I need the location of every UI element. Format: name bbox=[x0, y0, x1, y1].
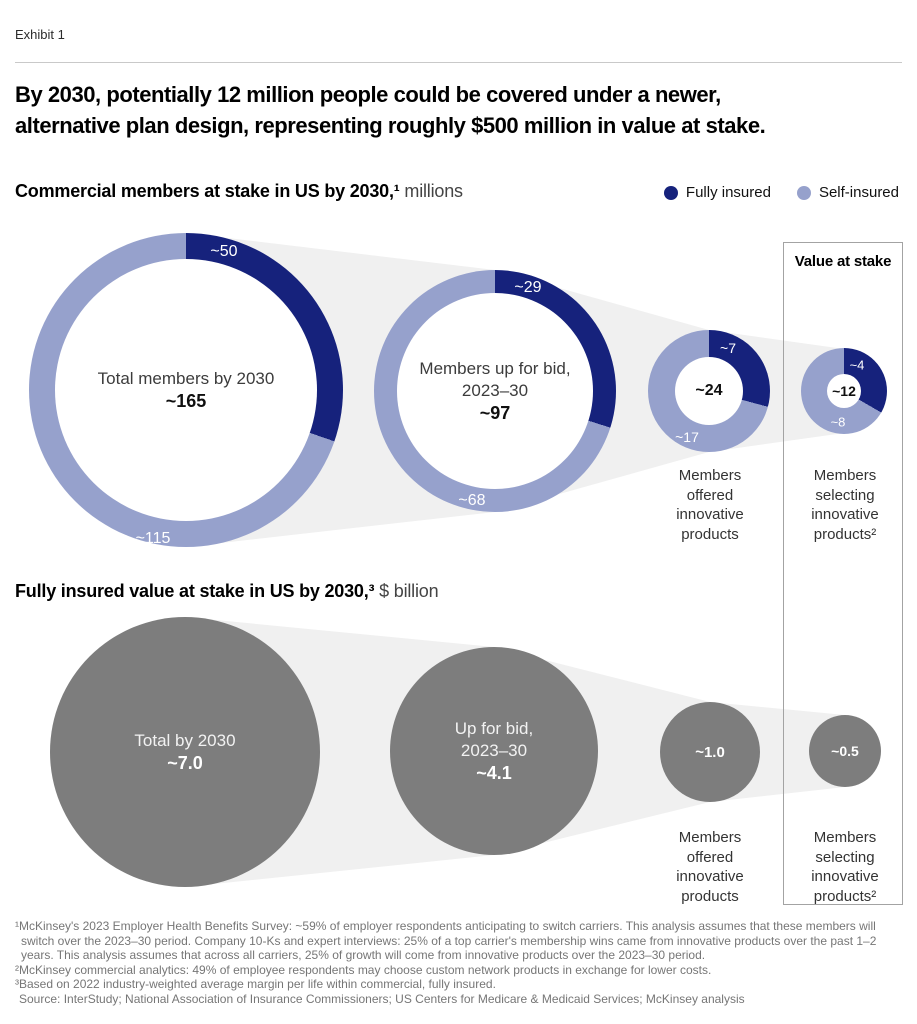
legend: Fully insured Self-insured bbox=[663, 184, 899, 201]
value-section-unit: $ billion bbox=[374, 581, 439, 601]
legend-item-self-insured: Self-insured bbox=[796, 184, 899, 201]
bubble-value: ~4.1 bbox=[476, 763, 512, 783]
segment-label-fully-insured: ~29 bbox=[514, 279, 542, 296]
value-at-stake-box: Value at stake bbox=[783, 242, 903, 905]
donut-total-members: ~50 ~115 Total members by 2030 ~165 bbox=[29, 233, 343, 547]
segment-label-fully-insured: ~4 bbox=[849, 357, 865, 373]
bubble-label: Up for bid, 2023–30 bbox=[454, 719, 534, 760]
step-label-members-offered-value: Members offered innovative products bbox=[676, 829, 744, 905]
bubble-value: ~1.0 bbox=[695, 743, 725, 761]
donut-value: ~12 bbox=[832, 383, 856, 399]
donut-hole: ~12 bbox=[827, 374, 861, 408]
segment-label-self-insured: ~68 bbox=[458, 492, 486, 509]
donut-label: Members up for bid, 2023–30 bbox=[419, 359, 571, 400]
legend-item-fully-insured: Fully insured bbox=[663, 184, 771, 201]
footnote-2: ²McKinsey commercial analytics: 49% of e… bbox=[15, 962, 712, 977]
donut-members-offered: ~7 ~17 ~24 bbox=[648, 330, 770, 452]
value-section-title-bold: Fully insured value at stake in US by 20… bbox=[15, 581, 375, 601]
legend-label-self-insured: Self-insured bbox=[818, 184, 899, 201]
step-label-members-offered: Members offered innovative products bbox=[676, 467, 744, 543]
divider bbox=[15, 62, 902, 63]
bubble-selecting-value: ~0.5 bbox=[809, 715, 881, 787]
bubble-total-value: Total by 2030 ~7.0 bbox=[50, 617, 320, 887]
exhibit-title: By 2030, potentially 12 million people c… bbox=[15, 82, 766, 138]
step-label-members-selecting: Members selecting innovative products² bbox=[811, 467, 879, 543]
bubble-up-for-bid-value: Up for bid, 2023–30 ~4.1 bbox=[390, 647, 598, 855]
footnote-1: ¹McKinsey's 2023 Employer Health Benefit… bbox=[15, 919, 877, 962]
segment-label-self-insured: ~17 bbox=[675, 429, 699, 445]
members-section-title-bold: Commercial members at stake in US by 203… bbox=[15, 181, 400, 201]
value-section-title: Fully insured value at stake in US by 20… bbox=[15, 581, 439, 602]
members-section-unit: millions bbox=[399, 181, 463, 201]
step-label-members-selecting-value: Members selecting innovative products² bbox=[811, 829, 879, 905]
bubble-offered-value: ~1.0 bbox=[660, 702, 760, 802]
segment-label-self-insured: ~115 bbox=[135, 530, 171, 547]
donut-value: ~24 bbox=[695, 382, 723, 399]
footnote-3: ³Based on 2022 industry-weighted average… bbox=[15, 977, 496, 991]
self-insured-dot-icon bbox=[796, 185, 811, 200]
donut-members-up-for-bid: ~29 ~68 Members up for bid, 2023–30 ~97 bbox=[374, 270, 616, 512]
donut-hole: Total members by 2030 ~165 bbox=[55, 259, 317, 521]
donut-value: ~165 bbox=[165, 391, 207, 411]
segment-label-fully-insured: ~7 bbox=[720, 340, 736, 356]
bubble-value: ~7.0 bbox=[167, 753, 203, 773]
members-section-title: Commercial members at stake in US by 203… bbox=[15, 181, 463, 202]
donut-value: ~97 bbox=[479, 403, 511, 423]
fully-insured-dot-icon bbox=[663, 185, 678, 200]
bubble-label: Total by 2030 bbox=[134, 731, 236, 750]
exhibit-number: Exhibit 1 bbox=[15, 27, 65, 42]
legend-label-fully-insured: Fully insured bbox=[685, 184, 771, 201]
donut-hole: Members up for bid, 2023–30 ~97 bbox=[397, 293, 593, 489]
bubble-value: ~0.5 bbox=[831, 743, 859, 759]
segment-label-fully-insured: ~50 bbox=[210, 243, 238, 260]
value-at-stake-label: Value at stake bbox=[794, 253, 892, 270]
donut-hole: ~24 bbox=[675, 357, 743, 425]
donut-label: Total members by 2030 bbox=[97, 369, 275, 388]
donut-members-selecting: ~4 ~8 ~12 bbox=[801, 348, 887, 434]
footnotes: ¹McKinsey's 2023 Employer Health Benefit… bbox=[15, 919, 909, 1006]
source-line: Source: InterStudy; National Association… bbox=[19, 991, 745, 1006]
segment-label-self-insured: ~8 bbox=[830, 414, 846, 430]
